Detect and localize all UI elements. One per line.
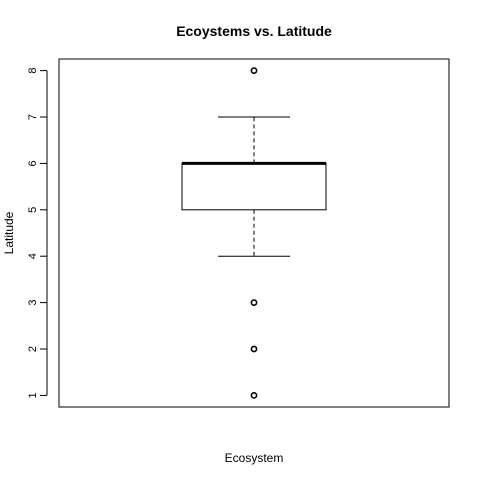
y-tick-label: 3 <box>27 300 39 306</box>
y-tick-label: 4 <box>27 253 39 259</box>
x-axis-label: Ecosystem <box>225 451 284 465</box>
chart-title: Ecoystems vs. Latitude <box>176 23 332 39</box>
outlier-point <box>250 67 258 74</box>
y-tick-label: 6 <box>27 160 39 166</box>
y-axis-label: Latitude <box>2 211 16 254</box>
outlier-point <box>250 345 258 353</box>
y-tick-label: 2 <box>27 346 39 352</box>
iqr-box <box>181 162 327 211</box>
box-plot <box>181 67 327 399</box>
outlier-point <box>250 391 258 399</box>
y-axis: 1 2 3 4 5 6 7 8 <box>27 68 48 398</box>
y-tick-label: 8 <box>27 68 39 74</box>
y-tick-label: 7 <box>27 114 39 120</box>
y-tick-label: 5 <box>27 207 39 213</box>
plot-frame <box>58 58 450 408</box>
outlier-point <box>250 299 258 306</box>
y-tick-label: 1 <box>27 392 39 398</box>
